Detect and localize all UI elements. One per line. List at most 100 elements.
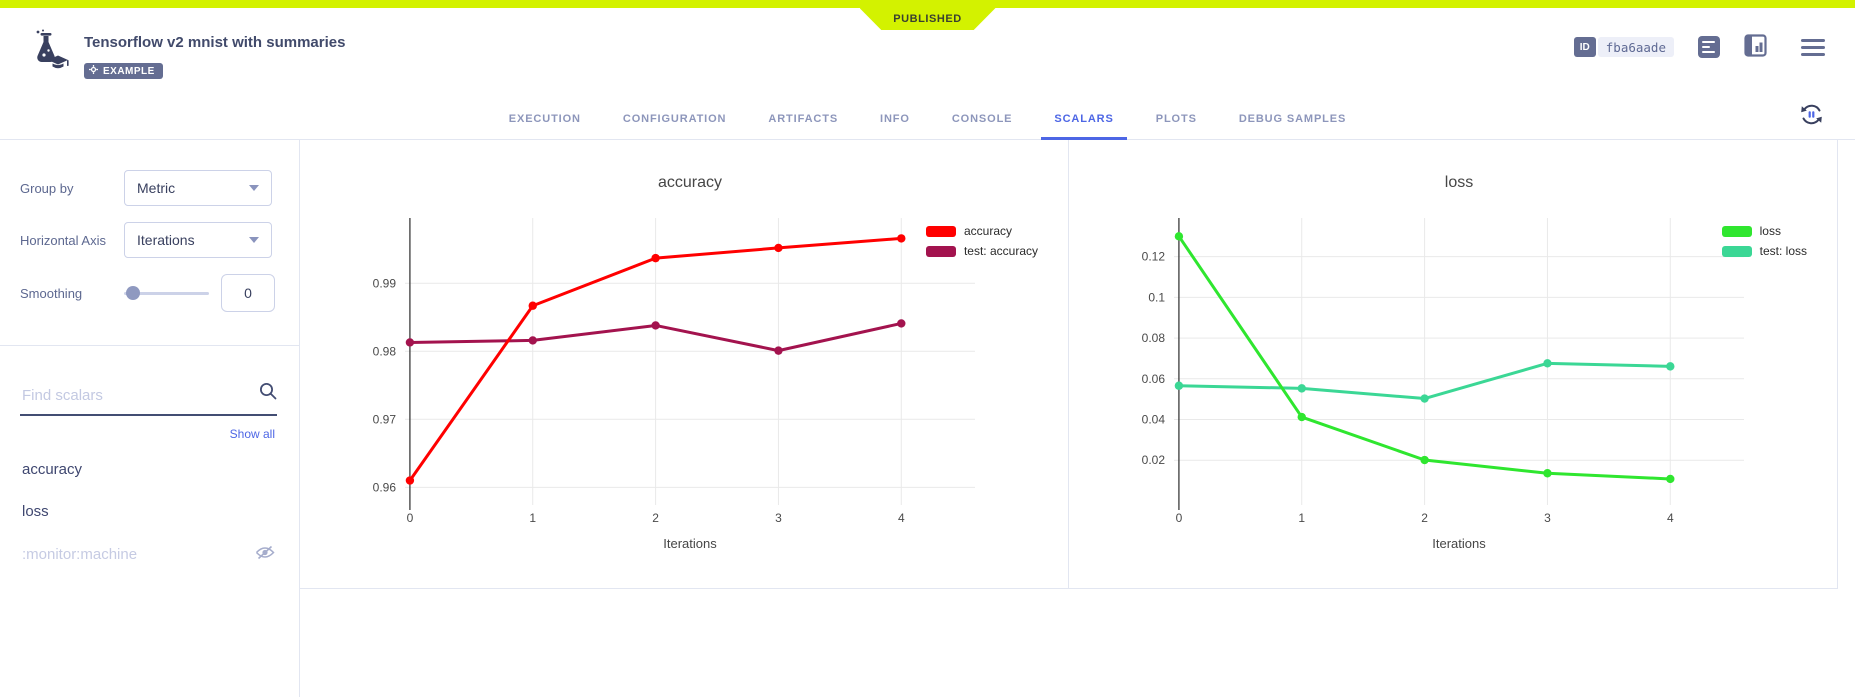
- data-point[interactable]: [1174, 232, 1184, 241]
- example-badge-label: EXAMPLE: [103, 65, 155, 77]
- experiment-id-chip[interactable]: ID fba6aade: [1573, 37, 1674, 57]
- search-input[interactable]: [20, 386, 277, 405]
- data-point[interactable]: [1666, 362, 1675, 371]
- y-tick-label: 0.04: [1142, 413, 1166, 427]
- example-badge: EXAMPLE: [84, 63, 163, 79]
- loss-plot[interactable]: 0.02 0.04 0.06 0.08 0.1 0.12 0 1 2 3 4: [1099, 200, 1759, 526]
- x-tick-label: 4: [1667, 511, 1674, 525]
- scalars-sidebar: Group by Metric Horizontal Axis Iteratio…: [0, 140, 300, 697]
- tab-console[interactable]: CONSOLE: [939, 103, 1026, 140]
- data-point[interactable]: [1174, 381, 1184, 390]
- x-tick-label: 1: [529, 511, 536, 525]
- panel-bar-chart-icon: [1744, 34, 1767, 60]
- id-badge-icon: ID: [1573, 37, 1596, 57]
- chart-title: accuracy: [657, 174, 723, 191]
- published-ribbon: PUBLISHED: [859, 8, 996, 30]
- legend-swatch: [1721, 245, 1752, 257]
- group-by-value: Metric: [137, 180, 176, 196]
- data-point[interactable]: [1543, 469, 1552, 478]
- compare-panel-button[interactable]: [1744, 34, 1767, 60]
- details-panel-button[interactable]: [1698, 36, 1720, 58]
- series-loss[interactable]: [1174, 232, 1675, 484]
- x-tick-label: 3: [775, 511, 782, 525]
- smoothing-label: Smoothing: [20, 285, 83, 301]
- y-tick-label: 0.02: [1142, 453, 1166, 467]
- tab-info[interactable]: INFO: [867, 103, 923, 140]
- x-tick-label: 3: [1544, 511, 1551, 525]
- y-tick-label: 0.97: [373, 412, 397, 426]
- published-label: PUBLISHED: [893, 13, 962, 25]
- x-tick-label: 0: [407, 511, 414, 525]
- chart-legend: loss test: loss: [1721, 224, 1807, 258]
- chevron-down-icon: [249, 185, 259, 191]
- tab-configuration[interactable]: CONFIGURATION: [610, 103, 740, 140]
- scalars-charts-area: accuracy 0.96 0.97 0.98 0.99 0 1 2 3 4 Iteration…: [300, 140, 1855, 697]
- data-point[interactable]: [651, 321, 660, 330]
- data-point[interactable]: [1543, 359, 1552, 368]
- x-tick-label: 2: [1421, 511, 1428, 525]
- menu-button[interactable]: [1801, 38, 1825, 56]
- slider-thumb[interactable]: [126, 286, 140, 300]
- metric-item-monitor-machine[interactable]: :monitor:machine: [0, 533, 299, 577]
- data-point[interactable]: [651, 253, 660, 263]
- data-point[interactable]: [1297, 384, 1306, 393]
- tab-debug-samples[interactable]: DEBUG SAMPLES: [1226, 103, 1359, 140]
- show-all-link[interactable]: Show all: [206, 416, 299, 441]
- data-point[interactable]: [774, 243, 783, 253]
- group-by-label: Group by: [20, 180, 74, 196]
- x-axis-label: Iterations: [1432, 536, 1486, 551]
- tab-plots[interactable]: PLOTS: [1143, 103, 1210, 140]
- data-point[interactable]: [1666, 474, 1675, 484]
- metric-label: accuracy: [22, 461, 83, 478]
- tab-artifacts[interactable]: ARTIFACTS: [755, 103, 851, 140]
- top-accent-bar: [0, 0, 1855, 8]
- x-tick-label: 4: [898, 511, 905, 525]
- experiment-title: Tensorflow v2 mnist with summaries: [84, 34, 346, 51]
- data-point[interactable]: [1420, 455, 1429, 465]
- metric-item-accuracy[interactable]: accuracy: [0, 449, 299, 491]
- data-point[interactable]: [774, 346, 783, 355]
- horizontal-axis-value: Iterations: [137, 232, 195, 248]
- group-by-select[interactable]: Metric: [124, 170, 272, 206]
- tab-execution[interactable]: EXECUTION: [496, 103, 594, 140]
- chart-accuracy: accuracy 0.96 0.97 0.98 0.99 0 1 2 3 4 Iteration…: [300, 140, 1068, 588]
- y-tick-label: 0.1: [1148, 290, 1165, 304]
- series-accuracy[interactable]: [405, 234, 906, 485]
- legend-label: accuracy: [963, 224, 1012, 238]
- legend-item-test-accuracy[interactable]: test: accuracy: [925, 244, 1038, 258]
- data-point[interactable]: [897, 234, 906, 243]
- accuracy-plot[interactable]: 0.96 0.97 0.98 0.99 0 1 2 3 4: [330, 200, 990, 526]
- experiment-flask-graduation-icon: [24, 28, 70, 79]
- sidebar-divider: [0, 345, 299, 346]
- smoothing-slider[interactable]: [124, 286, 209, 300]
- horizontal-axis-select[interactable]: Iterations: [124, 222, 272, 258]
- data-point[interactable]: [897, 319, 906, 328]
- data-point[interactable]: [528, 336, 537, 345]
- legend-swatch: [925, 225, 956, 237]
- y-tick-label: 0.96: [373, 480, 397, 494]
- auto-refresh-button[interactable]: [1798, 101, 1825, 131]
- data-point[interactable]: [1297, 412, 1306, 422]
- slider-track: [124, 292, 209, 295]
- legend-swatch: [1721, 225, 1752, 237]
- horizontal-axis-label: Horizontal Axis: [20, 232, 106, 248]
- series-test-accuracy[interactable]: [405, 319, 906, 355]
- chart-title: loss: [1444, 174, 1474, 191]
- legend-item-test-loss[interactable]: test: loss: [1721, 244, 1807, 258]
- metric-item-loss[interactable]: loss: [0, 491, 299, 533]
- data-point[interactable]: [1420, 394, 1429, 403]
- y-tick-label: 0.06: [1142, 372, 1166, 386]
- data-point[interactable]: [405, 338, 415, 347]
- legend-item-accuracy[interactable]: accuracy: [925, 224, 1038, 238]
- series-test-loss[interactable]: [1174, 359, 1675, 403]
- x-tick-label: 1: [1298, 511, 1305, 525]
- chart-legend: accuracy test: accuracy: [925, 224, 1038, 258]
- data-point[interactable]: [405, 476, 415, 485]
- legend-item-loss[interactable]: loss: [1721, 224, 1807, 238]
- experiment-id-value[interactable]: fba6aade: [1597, 37, 1674, 57]
- smoothing-value-input[interactable]: [221, 274, 275, 312]
- tab-scalars[interactable]: SCALARS: [1041, 103, 1127, 140]
- metric-list: accuracy loss:monitor:machine: [0, 449, 299, 577]
- eye-off-icon[interactable]: [255, 545, 275, 565]
- data-point[interactable]: [528, 301, 537, 310]
